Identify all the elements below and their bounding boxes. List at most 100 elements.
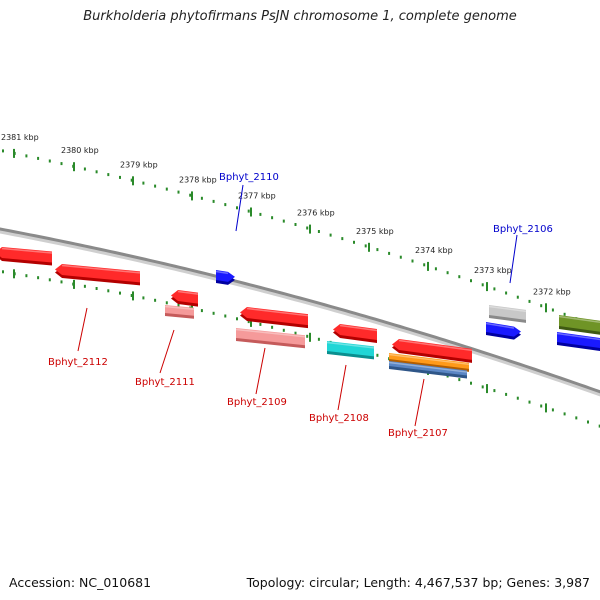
feature-body [240,307,308,326]
minor-tick [423,263,426,267]
bphyt-2106-feature[interactable] [488,305,527,323]
bphyt-2111-feature[interactable] [164,305,195,319]
major-tick [13,148,15,158]
scale-label: 2377 kbp [238,192,276,201]
gene-label[interactable]: Bphyt_2112 [48,357,108,368]
minor-tick [60,280,63,284]
minor-tick [130,178,133,182]
unlabeled-feature[interactable] [556,332,600,352]
major-tick [73,162,75,172]
unlabeled-feature[interactable] [558,315,600,335]
callout-line [77,307,88,352]
minor-tick [458,378,461,382]
feature-highlight [61,264,141,274]
callout-line [414,378,425,427]
gene-label[interactable]: Bphyt_2106 [493,224,553,235]
minor-tick [353,240,355,244]
minor-tick [154,184,157,188]
gene-label[interactable]: Bphyt_2111 [135,377,195,388]
minor-tick [528,400,531,404]
major-tick [545,303,547,313]
minor-tick [259,212,262,216]
minor-tick [551,408,554,412]
bphyt-2109-feature[interactable] [240,307,309,329]
callout-line [255,347,266,395]
minor-tick [376,248,379,252]
feature-highlight [556,332,600,341]
minor-tick [2,270,4,274]
minor-tick [294,331,297,335]
bphyt-2109-feature[interactable] [235,328,306,349]
minor-tick [516,396,519,400]
bphyt-2106-feature[interactable] [485,322,521,340]
topology-text: Topology: circular; Length: 4,467,537 bp… [246,575,590,590]
callout-line [337,364,347,411]
minor-tick [259,322,262,326]
feature-highlight [235,328,306,338]
minor-tick [563,312,566,316]
gene-label[interactable]: Bphyt_2109 [227,397,287,408]
feature-track [0,247,600,379]
feature-body [559,315,600,332]
minor-tick [341,237,344,241]
minor-tick [37,156,40,160]
minor-tick [329,233,332,237]
scale-label: 2380 kbp [61,146,99,155]
minor-tick [25,274,28,278]
bphyt-2107-feature[interactable] [388,361,468,379]
gene-label[interactable]: Bphyt_2107 [388,428,448,439]
minor-tick [587,420,589,424]
minor-tick [48,159,51,163]
minor-tick [551,308,554,312]
inner-tick-track [2,269,600,428]
minor-tick [200,309,203,313]
minor-tick [83,284,86,288]
minor-tick [37,276,40,280]
minor-tick [224,314,227,318]
feature-body [165,305,194,316]
minor-tick [130,294,133,297]
minor-tick [83,167,86,171]
major-tick [132,176,134,186]
unlabeled-feature[interactable] [0,247,53,266]
minor-tick [598,424,600,428]
gene-label[interactable]: Bphyt_2108 [309,413,369,424]
minor-tick [493,389,496,393]
minor-tick [189,193,192,197]
bphyt-2107-feature[interactable] [392,339,473,363]
bphyt-2112-feature[interactable] [55,264,141,286]
bphyt-2108-feature[interactable] [326,341,375,360]
minor-tick [411,259,414,263]
gene-label[interactable]: Bphyt_2110 [219,172,279,183]
minor-tick [282,328,285,332]
minor-tick [177,190,180,194]
feature-highlight [215,270,229,275]
feature-highlight [388,361,468,373]
bphyt-2107-feature[interactable] [388,353,470,372]
feature-body [216,270,235,282]
feature-body [236,328,305,346]
feature-body [0,247,52,263]
minor-tick [60,162,63,166]
bphyt-2110-feature[interactable] [215,270,235,285]
minor-tick [540,404,543,408]
minor-tick [48,278,51,282]
minor-tick [470,279,472,283]
minor-tick [177,303,180,307]
minor-tick [505,291,508,295]
minor-tick [516,295,519,299]
minor-tick [493,287,496,291]
minor-tick [434,267,437,271]
minor-tick [107,289,110,293]
minor-tick [247,209,250,213]
scale-label: 2374 kbp [415,246,453,255]
scale-label: 2379 kbp [120,160,158,169]
minor-tick [25,154,28,158]
bphyt-2108-feature[interactable] [333,324,378,344]
feature-highlight [485,322,515,329]
minor-tick [528,299,531,303]
minor-tick [540,304,543,308]
bphyt-2111-feature[interactable] [171,290,199,307]
minor-tick [247,320,250,324]
